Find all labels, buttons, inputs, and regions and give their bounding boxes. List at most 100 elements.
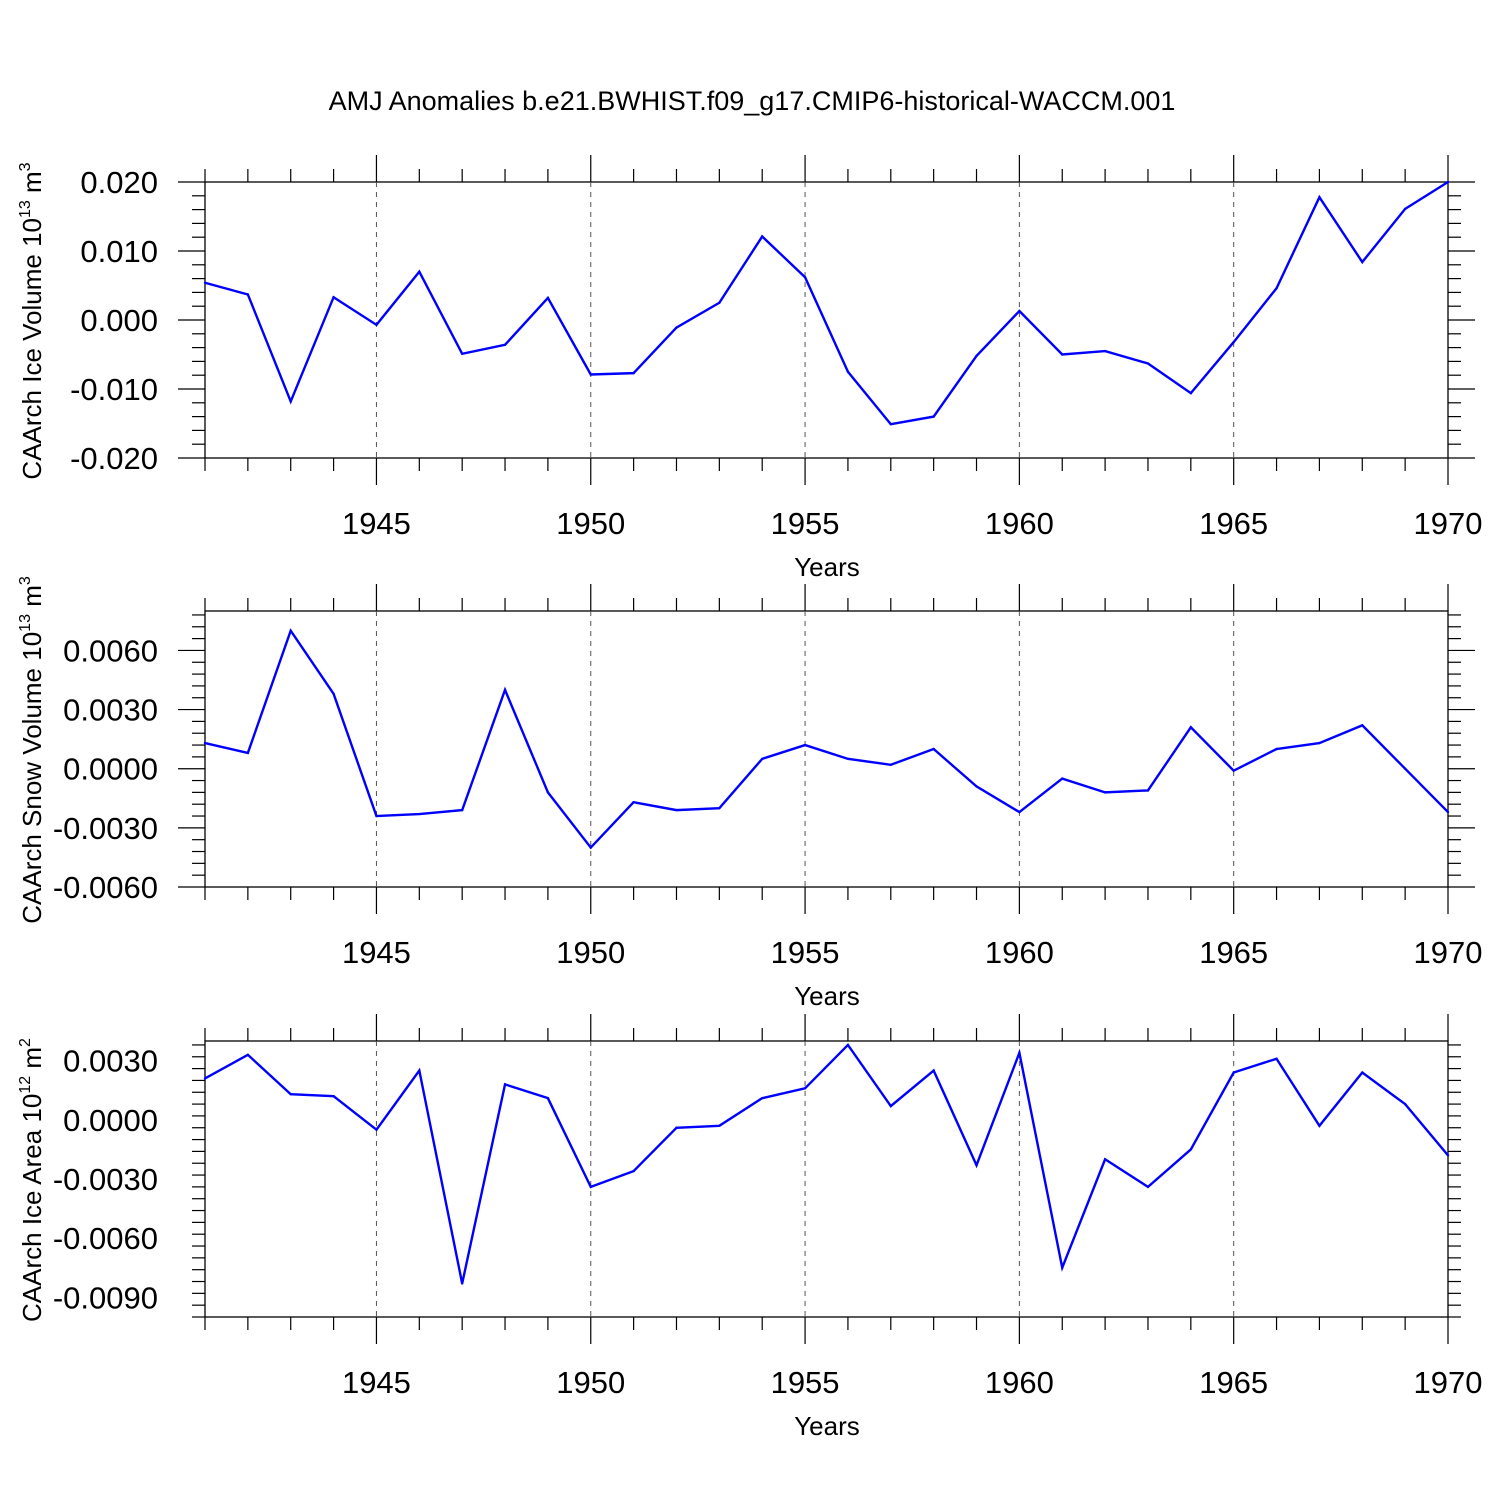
data-point xyxy=(761,757,764,761)
data-point xyxy=(846,1043,850,1047)
y-tick-label: 0.0060 xyxy=(63,633,158,668)
y-tick-label: -0.0090 xyxy=(53,1280,158,1315)
data-point xyxy=(1189,726,1193,729)
data-point xyxy=(1275,287,1278,290)
data-point xyxy=(675,808,678,812)
y-tick-label: -0.0060 xyxy=(53,870,158,905)
data-point xyxy=(1318,195,1321,199)
data-point xyxy=(246,293,250,296)
data-point xyxy=(1275,747,1278,751)
data-point xyxy=(289,400,292,403)
x-tick-label: 1955 xyxy=(771,1365,840,1400)
x-tick-label: 1950 xyxy=(556,1365,625,1400)
data-point xyxy=(846,370,850,373)
x-tick-label: 1960 xyxy=(985,1365,1054,1400)
y-axis-title: CAArch Ice Area 1012 m2 xyxy=(17,1038,47,1322)
data-point xyxy=(1018,309,1021,313)
y-tick-label: -0.020 xyxy=(70,441,158,476)
data-point xyxy=(889,422,892,426)
data-point xyxy=(1232,340,1235,344)
x-tick-label: 1945 xyxy=(342,935,411,970)
data-point xyxy=(503,688,507,692)
data-point xyxy=(503,343,507,347)
data-point xyxy=(546,791,550,794)
data-point xyxy=(503,1083,507,1086)
data-point xyxy=(1361,260,1364,264)
plot-frame xyxy=(204,181,1449,459)
y-tick-label: 0.000 xyxy=(80,303,158,338)
y-tick-label: -0.0060 xyxy=(53,1221,158,1256)
x-tick-label: 1965 xyxy=(1199,935,1268,970)
data-point xyxy=(1061,1266,1064,1269)
data-point xyxy=(675,1126,678,1129)
data-point xyxy=(1103,791,1107,794)
data-point xyxy=(246,1053,250,1057)
data-point xyxy=(1232,1071,1235,1074)
data-point xyxy=(675,326,678,329)
data-point xyxy=(246,751,250,755)
data-point xyxy=(1103,1158,1107,1161)
x-tick-label: 1970 xyxy=(1414,506,1483,541)
data-point xyxy=(375,323,378,327)
y-tick-label: -0.0030 xyxy=(53,811,158,846)
data-point xyxy=(375,1128,378,1131)
x-tick-label: 1970 xyxy=(1414,935,1483,970)
data-point xyxy=(589,846,592,849)
data-point xyxy=(889,1104,892,1108)
y-tick-label: 0.0000 xyxy=(63,752,158,787)
plot-frame xyxy=(204,1040,1449,1318)
data-point xyxy=(803,276,807,279)
data-point xyxy=(1403,1102,1407,1106)
data-point xyxy=(203,741,207,745)
data-point xyxy=(1189,391,1193,395)
data-point xyxy=(1061,777,1064,780)
data-point xyxy=(632,371,635,375)
data-point xyxy=(1318,1124,1321,1127)
data-point xyxy=(460,1282,464,1285)
y-tick-label: -0.010 xyxy=(70,372,158,407)
data-point xyxy=(889,763,892,766)
data-point xyxy=(1146,789,1150,792)
x-tick-label: 1965 xyxy=(1199,506,1268,541)
data-point xyxy=(1446,180,1450,184)
data-point xyxy=(1146,1185,1150,1189)
data-point xyxy=(1146,362,1150,365)
data-point xyxy=(418,270,421,273)
y-tick-label: -0.0030 xyxy=(53,1162,158,1197)
data-point xyxy=(1446,810,1450,814)
x-axis-title: Years xyxy=(794,981,860,1011)
data-point xyxy=(1103,349,1107,353)
y-tick-label: 0.0000 xyxy=(63,1103,158,1138)
y-tick-label: 0.010 xyxy=(80,234,158,269)
data-point xyxy=(761,235,764,238)
data-point xyxy=(1403,767,1407,770)
y-tick-label: 0.0030 xyxy=(63,1044,158,1079)
figure-title: AMJ Anomalies b.e21.BWHIST.f09_g17.CMIP6… xyxy=(329,86,1176,116)
data-point xyxy=(1403,207,1407,211)
series-line xyxy=(204,180,1449,426)
data-point xyxy=(803,1087,807,1090)
data-point xyxy=(332,1095,335,1098)
y-tick-label: 0.0030 xyxy=(63,693,158,728)
data-point xyxy=(589,1185,592,1189)
data-point xyxy=(718,301,721,304)
series-line xyxy=(204,628,1449,850)
data-point xyxy=(932,747,935,751)
x-tick-label: 1955 xyxy=(771,506,840,541)
y-tick-label: 0.020 xyxy=(80,165,158,200)
data-point xyxy=(589,373,592,376)
panel-2: -0.0060 -0.0030 0.0000 0.0030 0.0060 1945 1950… xyxy=(17,576,1482,1011)
data-point xyxy=(1232,769,1235,772)
x-tick-label: 1970 xyxy=(1414,1365,1483,1400)
data-point xyxy=(203,1077,207,1080)
data-point xyxy=(1061,353,1064,356)
x-tick-label: 1950 xyxy=(556,506,625,541)
x-tick-label: 1960 xyxy=(985,935,1054,970)
panel-3: -0.0090 -0.0060 -0.0030 0.0000 0.0030 1945 195… xyxy=(17,1014,1482,1441)
data-point xyxy=(1018,810,1021,814)
data-point xyxy=(761,1096,764,1100)
x-axis-title: Years xyxy=(794,1411,860,1441)
data-point xyxy=(1275,1057,1278,1060)
y-axis-title: CAArch Snow Volume 1013 m3 xyxy=(17,576,47,924)
